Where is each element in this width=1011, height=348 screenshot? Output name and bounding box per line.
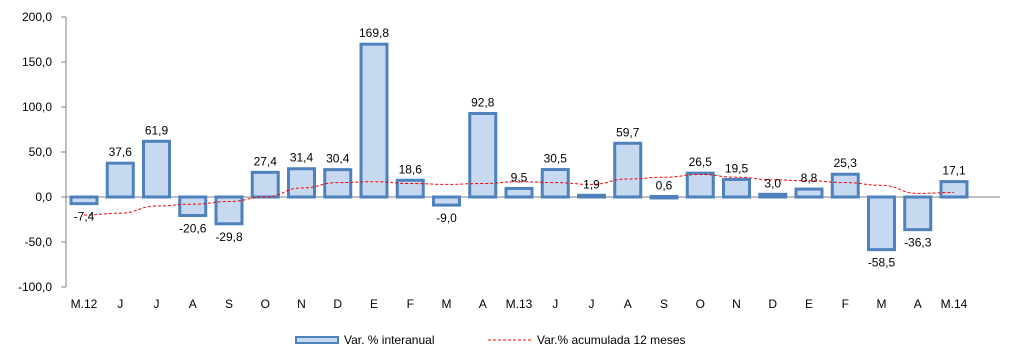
x-tick-label: M xyxy=(442,297,452,311)
y-tick-label: 0,0 xyxy=(35,190,52,204)
y-tick-label: 200,0 xyxy=(22,10,52,24)
x-tick-label: A xyxy=(479,297,487,311)
line-series-path xyxy=(83,173,955,216)
bar xyxy=(178,195,208,218)
data-label: 30,4 xyxy=(326,152,350,166)
bar xyxy=(504,186,534,199)
x-tick-label: M.12 xyxy=(71,297,98,311)
bar xyxy=(540,168,570,199)
data-label: 31,4 xyxy=(290,151,314,165)
bar xyxy=(758,192,788,199)
data-label: -29,8 xyxy=(215,230,243,244)
x-tick-label: D xyxy=(333,297,342,311)
x-tick-label: J xyxy=(589,297,595,311)
x-tick-label: E xyxy=(370,297,378,311)
data-label: 59,7 xyxy=(616,125,640,139)
data-label: 1,9 xyxy=(583,177,600,191)
bar xyxy=(359,42,389,199)
bar xyxy=(287,167,316,199)
x-tick-label: S xyxy=(660,297,668,311)
data-label: -58,5 xyxy=(868,256,896,270)
bar xyxy=(105,161,135,199)
bar xyxy=(649,194,679,200)
data-label: 3,0 xyxy=(764,176,781,190)
bar xyxy=(939,180,969,199)
data-label: 169,8 xyxy=(359,26,389,40)
bar xyxy=(722,177,751,199)
data-label: 0,6 xyxy=(656,178,673,192)
x-tick-label: F xyxy=(407,297,414,311)
accumulated-line xyxy=(83,173,955,216)
data-label: 61,9 xyxy=(145,123,169,137)
legend-bar-label: Var. % interanual xyxy=(344,333,435,347)
bar xyxy=(468,111,498,199)
legend-line-label: Var.% acumulada 12 meses xyxy=(537,333,686,347)
bar xyxy=(613,141,643,199)
y-tick-label: 50,0 xyxy=(29,145,53,159)
x-tick-label: S xyxy=(225,297,233,311)
data-label: -9,0 xyxy=(436,211,457,225)
data-label: 8,8 xyxy=(801,171,818,185)
data-label: 92,8 xyxy=(471,95,495,109)
x-tick-label: A xyxy=(624,297,632,311)
data-label: 37,6 xyxy=(109,145,133,159)
x-tick-labels: M.12 J J A S O N D E F M A M.13 J J A S O N D E F M A M.14 xyxy=(71,297,968,311)
x-tick-label: E xyxy=(805,297,813,311)
bar xyxy=(142,139,171,199)
data-label: -36,3 xyxy=(904,236,932,250)
x-tick-label: N xyxy=(732,297,741,311)
y-tick-label: 100,0 xyxy=(22,100,52,114)
bar xyxy=(794,187,824,199)
x-tick-label: A xyxy=(914,297,922,311)
y-tick-label: 150,0 xyxy=(22,55,52,69)
bar xyxy=(395,178,425,199)
data-label: -20,6 xyxy=(179,222,207,236)
x-tick-label: M xyxy=(877,297,887,311)
bar xyxy=(903,195,933,232)
legend-bar-swatch xyxy=(295,336,339,344)
x-tick-label: N xyxy=(297,297,306,311)
x-tick-label: F xyxy=(842,297,849,311)
data-label: 25,3 xyxy=(834,156,858,170)
bars xyxy=(69,42,969,252)
bar xyxy=(867,195,896,252)
legend: Var. % interanual Var.% acumulada 12 mese… xyxy=(295,333,686,347)
bar xyxy=(69,195,99,206)
x-tick-label: O xyxy=(696,297,705,311)
x-tick-label: J xyxy=(154,297,160,311)
bar xyxy=(432,195,461,207)
x-tick-label: M.13 xyxy=(506,297,533,311)
data-label: 9,5 xyxy=(511,170,528,184)
data-label: 18,6 xyxy=(399,162,423,176)
bar xyxy=(830,172,860,199)
y-tick-label: -50,0 xyxy=(25,235,53,249)
bar xyxy=(685,171,715,199)
x-tick-label: J xyxy=(117,297,123,311)
data-label: 17,1 xyxy=(942,164,966,178)
bar xyxy=(250,170,280,199)
data-label: -7,4 xyxy=(74,210,95,224)
y-tick-label: -100,0 xyxy=(18,280,52,294)
x-tick-label: J xyxy=(552,297,558,311)
x-tick-label: A xyxy=(189,297,197,311)
data-label: 27,4 xyxy=(254,154,278,168)
data-labels: -7,4 37,6 61,9 -20,6 -29,8 27,4 31,4 30,4 169,8 1… xyxy=(74,26,966,269)
x-tick-label: O xyxy=(261,297,270,311)
data-label: 19,5 xyxy=(725,161,749,175)
data-label: 30,5 xyxy=(544,152,568,166)
bar xyxy=(323,168,353,199)
x-tick-label: D xyxy=(768,297,777,311)
data-label: 26,5 xyxy=(689,155,713,169)
x-tick-label: M.14 xyxy=(941,297,968,311)
bar xyxy=(577,193,606,199)
